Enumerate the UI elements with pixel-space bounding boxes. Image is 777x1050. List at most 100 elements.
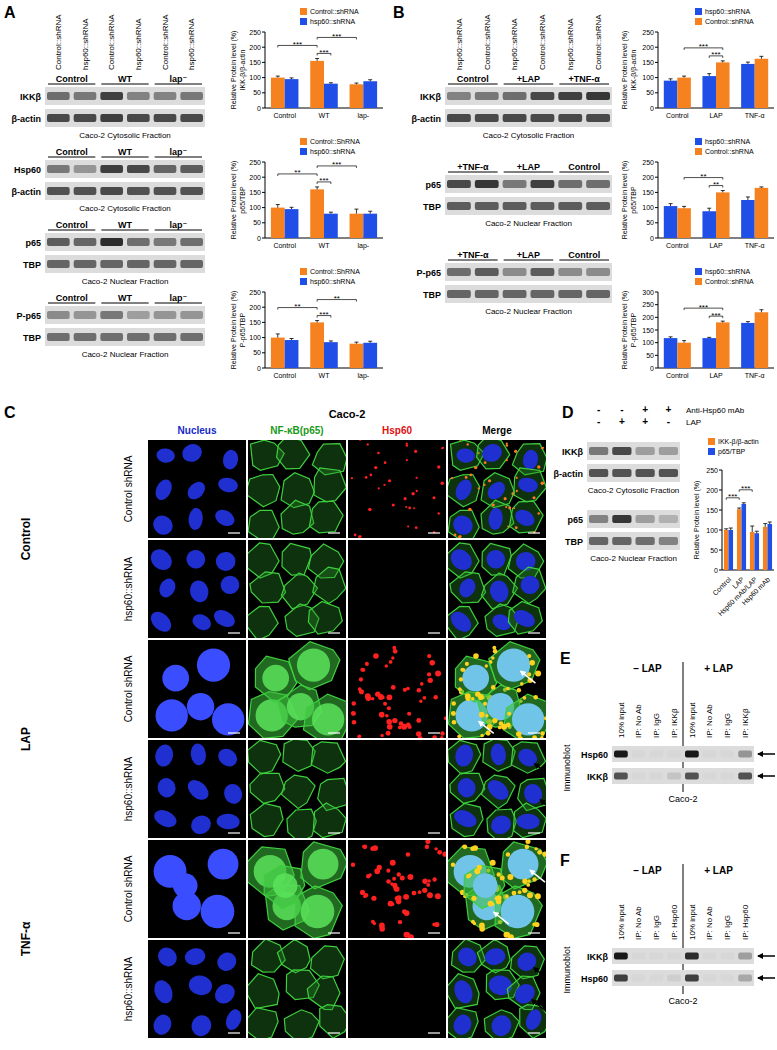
band xyxy=(738,772,752,779)
error-bar xyxy=(707,208,711,211)
band xyxy=(636,447,655,455)
hsp60-signal xyxy=(406,722,411,727)
blot-label: IKKβ xyxy=(562,447,583,457)
hsp60-signal xyxy=(514,450,517,453)
hsp60-signal xyxy=(362,845,365,848)
condition-header: + LAP xyxy=(704,865,733,876)
cell-outline xyxy=(513,567,546,604)
scale-bar xyxy=(328,932,340,933)
condition-header: – LAP xyxy=(633,663,662,674)
band xyxy=(650,974,664,981)
micrograph-bg xyxy=(148,740,246,838)
bar-chart: 050100150200250Relative Protein level (%… xyxy=(693,438,774,618)
hsp60-signal xyxy=(459,677,463,681)
y-tick-label: 150 xyxy=(642,327,654,334)
condition-sign: + xyxy=(665,404,671,415)
hsp60-signal xyxy=(373,922,376,925)
hsp60-signal xyxy=(351,477,353,479)
y-axis xyxy=(265,162,266,238)
cell-outline xyxy=(248,1008,278,1038)
bar-chart: 050100150200250Relative Protein level (%… xyxy=(621,138,774,249)
micrograph xyxy=(148,540,246,638)
hsp60-signal xyxy=(427,672,431,676)
bar xyxy=(742,504,747,570)
hsp60-signal xyxy=(387,706,391,710)
significance-label: *** xyxy=(332,32,341,41)
nucleus xyxy=(497,648,530,681)
y-axis xyxy=(722,470,723,570)
category-label: Control xyxy=(666,372,689,379)
hsp60-signal xyxy=(357,734,361,738)
group-underline xyxy=(504,172,554,173)
scale-bar xyxy=(228,1032,240,1033)
bar xyxy=(350,214,364,238)
blot-strip xyxy=(45,109,205,127)
bar xyxy=(324,84,338,108)
nucleus xyxy=(189,1012,215,1038)
y-axis-label: Relative Protein level (%) xyxy=(230,161,238,240)
band xyxy=(447,114,471,122)
y-tick-label: 200 xyxy=(249,44,261,51)
error-bar xyxy=(746,322,750,323)
hsp60-signal xyxy=(386,879,391,884)
error-bar xyxy=(707,337,711,339)
blot-label: β-actin xyxy=(12,114,42,124)
nucleus xyxy=(221,448,239,470)
nucleus xyxy=(188,812,215,838)
band xyxy=(180,311,203,319)
lane-label: hsp60::shRNA xyxy=(455,18,464,70)
bars xyxy=(271,321,377,368)
nucleus xyxy=(455,776,478,800)
band xyxy=(154,311,177,319)
blot-strip xyxy=(612,768,754,784)
cell-outline xyxy=(450,572,486,603)
hsp60-signal xyxy=(397,872,401,876)
band xyxy=(127,165,150,173)
hsp60-signal xyxy=(491,685,496,690)
lane-label: IP: Hsp60 xyxy=(741,904,750,940)
nucleus xyxy=(453,743,475,769)
band xyxy=(586,268,610,276)
hsp60-signal xyxy=(492,646,496,650)
lane-label: IP: No Ab xyxy=(634,704,643,738)
cell-outline xyxy=(308,601,342,634)
y-tick-label: 200 xyxy=(642,314,654,321)
micrograph xyxy=(448,640,546,738)
nucleus xyxy=(211,980,239,1008)
group-underline xyxy=(448,260,498,261)
cell-outline xyxy=(277,440,310,469)
hsp60-signal xyxy=(404,497,407,500)
bar xyxy=(310,189,324,238)
cell-outline xyxy=(481,500,514,534)
band xyxy=(659,447,678,455)
blot-strip xyxy=(445,175,612,193)
band xyxy=(154,260,177,268)
hsp60-signal xyxy=(359,677,363,681)
hsp60-signal xyxy=(407,712,411,716)
hsp60-signal xyxy=(497,872,501,876)
nucleus xyxy=(216,813,240,830)
hsp60-signal xyxy=(444,716,446,720)
error-bar xyxy=(746,197,750,200)
y-axis xyxy=(658,162,659,238)
significance-label: *** xyxy=(319,176,328,185)
hsp60-signal xyxy=(389,660,393,664)
legend-swatch xyxy=(695,8,702,15)
band xyxy=(531,202,555,210)
legend-swatch xyxy=(695,278,702,285)
micrograph-bg xyxy=(348,940,446,1038)
y-tick-label: 150 xyxy=(642,59,654,66)
cell-outline xyxy=(477,940,510,973)
hsp60-signal xyxy=(383,702,387,706)
cell-outline xyxy=(304,694,347,738)
hsp60-signal xyxy=(537,465,540,468)
error-bar xyxy=(354,83,358,84)
hsp60-signal xyxy=(532,496,535,499)
nuclear-p65 xyxy=(301,895,335,929)
hsp60-signal xyxy=(368,873,371,876)
bar xyxy=(271,208,285,238)
hsp60-signal xyxy=(391,685,396,690)
hsp60-signal xyxy=(427,654,431,658)
blot-label: TBP xyxy=(23,333,41,343)
panel-letter: A xyxy=(4,4,16,21)
